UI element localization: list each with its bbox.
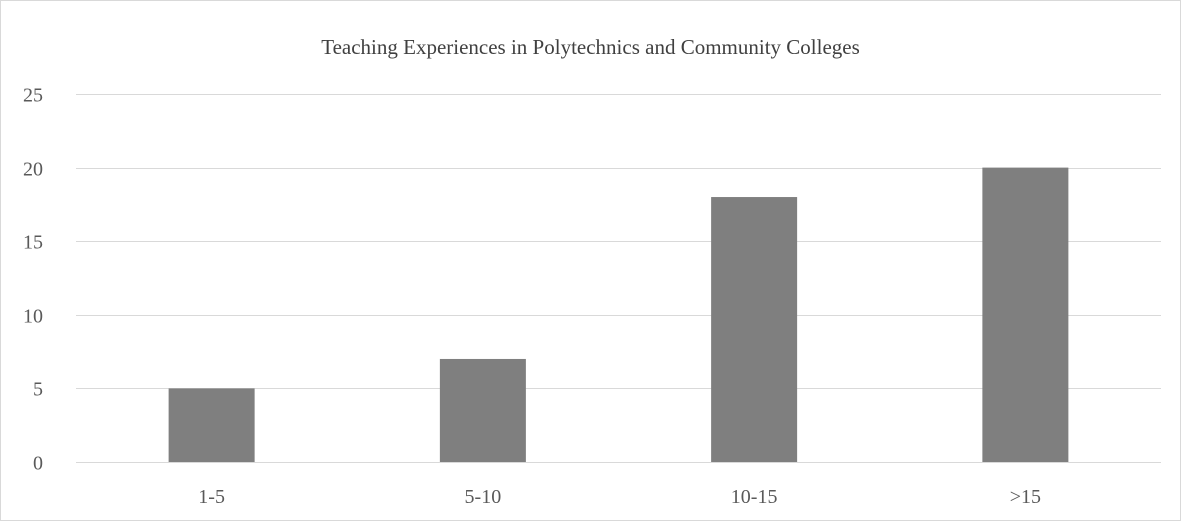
x-axis: 1-5 5-10 10-15 >15: [198, 486, 1041, 508]
x-tick-label: >15: [1010, 486, 1041, 508]
y-tick-label: 5: [33, 379, 43, 401]
x-tick-label: 5-10: [465, 486, 502, 508]
y-axis: 0 5 10 15 20 25: [23, 85, 43, 475]
bar->15: [982, 167, 1069, 462]
x-tick-label: 1-5: [198, 486, 225, 508]
y-tick-label: 25: [23, 85, 43, 107]
y-tick-label: 10: [23, 306, 43, 328]
gridlines: [76, 94, 1161, 463]
y-tick-label: 0: [33, 453, 43, 475]
bar-10-15: [711, 197, 798, 463]
x-tick-label: 10-15: [731, 486, 778, 508]
bar-1-5: [168, 388, 255, 462]
bar-5-10: [439, 358, 526, 462]
y-tick-label: 20: [23, 159, 43, 181]
chart-title: Teaching Experiences in Polytechnics and…: [321, 35, 860, 59]
bars: [168, 167, 1069, 463]
y-tick-label: 15: [23, 232, 43, 254]
